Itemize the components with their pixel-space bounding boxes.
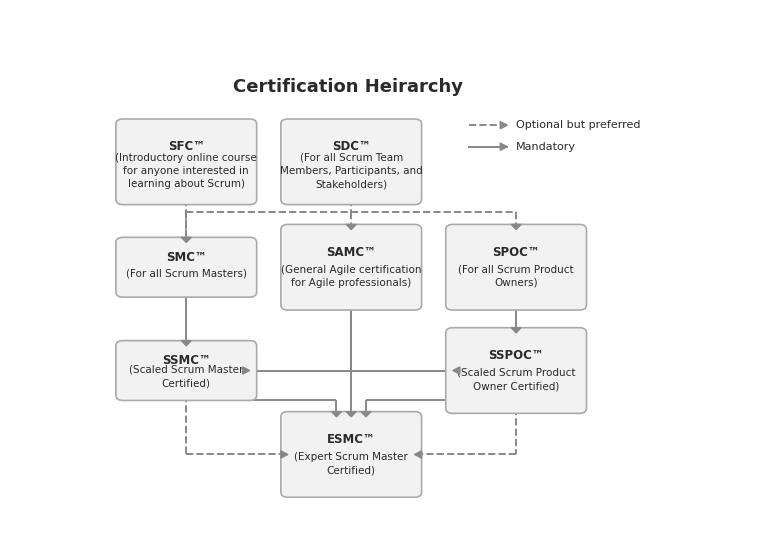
Polygon shape [361, 411, 371, 417]
Text: SSPOC™: SSPOC™ [489, 349, 544, 362]
Text: SSMC™: SSMC™ [162, 354, 211, 367]
Text: (For all Scrum Product
Owners): (For all Scrum Product Owners) [458, 264, 574, 288]
Polygon shape [331, 411, 341, 417]
FancyBboxPatch shape [116, 119, 257, 205]
Text: (Introductory online course
for anyone interested in
learning about Scrum): (Introductory online course for anyone i… [116, 153, 257, 189]
FancyBboxPatch shape [446, 224, 587, 310]
FancyBboxPatch shape [446, 328, 587, 413]
Polygon shape [347, 411, 356, 417]
Polygon shape [511, 224, 521, 230]
Text: (Expert Scrum Master
Certified): (Expert Scrum Master Certified) [294, 452, 408, 475]
Text: (Scaled Scrum Product
Owner Certified): (Scaled Scrum Product Owner Certified) [457, 368, 575, 391]
Text: (General Agile certification
for Agile professionals): (General Agile certification for Agile p… [281, 264, 422, 288]
Text: Certification Heirarchy: Certification Heirarchy [233, 78, 464, 96]
Polygon shape [347, 224, 356, 230]
Polygon shape [242, 367, 249, 374]
Text: (Scaled Scrum Master
Certified): (Scaled Scrum Master Certified) [129, 365, 243, 388]
Polygon shape [182, 238, 192, 243]
FancyBboxPatch shape [281, 411, 422, 498]
Text: SAMC™: SAMC™ [326, 245, 376, 259]
FancyBboxPatch shape [281, 119, 422, 205]
Text: SFC™: SFC™ [168, 140, 204, 153]
Text: SMC™: SMC™ [166, 251, 207, 264]
Polygon shape [182, 340, 192, 346]
Polygon shape [511, 328, 521, 333]
Polygon shape [453, 367, 460, 374]
Polygon shape [281, 451, 288, 458]
Polygon shape [500, 121, 507, 129]
FancyBboxPatch shape [116, 340, 257, 400]
Polygon shape [500, 143, 507, 150]
FancyBboxPatch shape [116, 238, 257, 297]
Text: ESMC™: ESMC™ [327, 433, 375, 446]
Text: (For all Scrum Team
Members, Participants, and
Stakeholders): (For all Scrum Team Members, Participant… [280, 153, 423, 189]
Text: SDC™: SDC™ [332, 140, 371, 153]
Text: Optional but preferred: Optional but preferred [516, 120, 641, 130]
FancyBboxPatch shape [281, 224, 422, 310]
Text: Mandatory: Mandatory [516, 142, 576, 151]
Text: SPOC™: SPOC™ [492, 245, 540, 259]
Polygon shape [414, 451, 422, 458]
Text: (For all Scrum Masters): (For all Scrum Masters) [126, 268, 247, 278]
